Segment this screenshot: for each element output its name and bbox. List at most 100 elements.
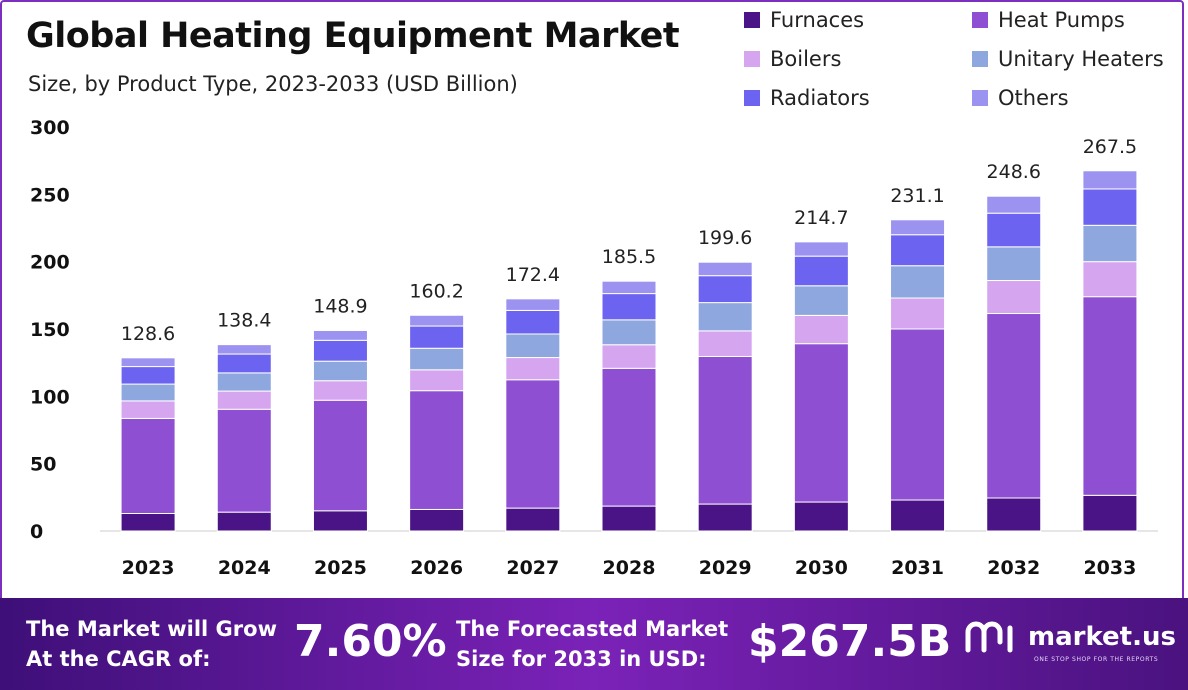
bar-total-label: 172.4 — [506, 264, 560, 286]
bar-segment-furnaces — [120, 512, 176, 532]
bar-segment-others — [986, 195, 1042, 214]
bar-total-label: 138.4 — [217, 310, 271, 332]
bar-segment-furnaces — [1082, 494, 1138, 532]
legend-label-others: Others — [998, 86, 1069, 110]
cagr-label-line2: At the CAGR of: — [26, 647, 211, 671]
bar-segment-others — [312, 329, 368, 341]
bar-segment-heat-pumps — [697, 355, 753, 505]
bar-segment-boilers — [216, 390, 272, 410]
bar-segment-heat-pumps — [890, 328, 946, 501]
market-us-logo: market.us — [964, 620, 1176, 654]
bar-segment-radiators — [216, 353, 272, 374]
chart-title: Global Heating Equipment Market — [26, 16, 680, 56]
forecast-value: $267.5B — [748, 616, 952, 667]
bar-segment-others — [697, 261, 753, 277]
bar-segment-others — [1082, 170, 1138, 190]
legend-swatch-others — [972, 90, 988, 106]
bar-total-label: 267.5 — [1083, 136, 1137, 158]
bar-segment-others — [409, 314, 465, 327]
bar-segment-radiators — [1082, 188, 1138, 226]
bar-segment-heat-pumps — [120, 417, 176, 514]
bar-segment-heat-pumps — [986, 313, 1042, 499]
legend-label-unitary-heaters: Unitary Heaters — [998, 47, 1164, 71]
bar-segment-unitary-heaters — [505, 333, 561, 359]
bar-segment-unitary-heaters — [697, 302, 753, 332]
legend-swatch-heat-pumps — [972, 12, 988, 28]
bar-segment-heat-pumps — [1082, 296, 1138, 496]
legend-label-furnaces: Furnaces — [770, 8, 865, 32]
bar-total-label: 185.5 — [602, 246, 656, 268]
bar-segment-boilers — [697, 330, 753, 357]
bar-segment-radiators — [409, 325, 465, 349]
legend-item-others: Others — [972, 86, 1069, 110]
x-tick-label: 2033 — [1083, 557, 1136, 579]
bar-segment-heat-pumps — [793, 343, 849, 503]
bar-segment-unitary-heaters — [120, 383, 176, 402]
y-tick-label: 150 — [30, 319, 70, 341]
bar-segment-unitary-heaters — [216, 372, 272, 392]
bar-segment-boilers — [793, 314, 849, 345]
x-tick-label: 2032 — [987, 557, 1040, 579]
bar-segment-furnaces — [409, 508, 465, 532]
y-tick-label: 100 — [30, 386, 70, 408]
bar-segment-heat-pumps — [505, 379, 561, 509]
bar-segment-radiators — [986, 212, 1042, 248]
bar-total-label: 214.7 — [794, 207, 848, 229]
legend-item-radiators: Radiators — [744, 86, 870, 110]
bar-segment-boilers — [1082, 261, 1138, 298]
legend-label-heat-pumps: Heat Pumps — [998, 8, 1125, 32]
bar-segment-heat-pumps — [601, 367, 657, 507]
bar-segment-radiators — [697, 275, 753, 304]
bar-segment-unitary-heaters — [409, 347, 465, 371]
bar-segment-others — [601, 280, 657, 295]
bar-segment-furnaces — [793, 501, 849, 532]
y-tick-label: 300 — [30, 117, 70, 139]
bar-segment-heat-pumps — [312, 399, 368, 512]
bar-segment-unitary-heaters — [601, 319, 657, 346]
bar-segment-radiators — [312, 339, 368, 362]
chart-subtitle: Size, by Product Type, 2023-2033 (USD Bi… — [28, 72, 518, 96]
bar-segment-unitary-heaters — [890, 265, 946, 299]
bar-total-label: 148.9 — [313, 295, 367, 317]
bar-segment-boilers — [986, 280, 1042, 315]
bar-total-label: 231.1 — [890, 185, 944, 207]
market-us-logo-tagline: ONE STOP SHOP FOR THE REPORTS — [1034, 656, 1159, 663]
legend-item-heat-pumps: Heat Pumps — [972, 8, 1125, 32]
y-tick-label: 50 — [30, 454, 56, 476]
legend-label-radiators: Radiators — [770, 86, 870, 110]
bar-segment-furnaces — [890, 499, 946, 532]
x-tick-label: 2026 — [410, 557, 463, 579]
bar-total-label: 128.6 — [121, 323, 175, 345]
bar-segment-boilers — [890, 297, 946, 330]
bar-segment-unitary-heaters — [312, 360, 368, 382]
bar-segment-unitary-heaters — [1082, 224, 1138, 263]
y-tick-label: 0 — [30, 521, 43, 543]
market-us-logo-icon — [965, 621, 1013, 653]
cagr-label-line1: The Market will Grow — [26, 617, 277, 641]
bar-segment-others — [890, 219, 946, 236]
cagr-label: The Market will Grow At the CAGR of: — [26, 614, 277, 674]
bar-total-label: 160.2 — [409, 280, 463, 302]
bar-segment-furnaces — [505, 507, 561, 532]
y-tick-label: 250 — [30, 184, 70, 206]
cagr-value: 7.60% — [294, 616, 447, 667]
forecast-label-line2: Size for 2033 in USD: — [456, 647, 707, 671]
bar-segment-unitary-heaters — [793, 285, 849, 316]
x-tick-label: 2025 — [314, 557, 367, 579]
x-tick-label: 2023 — [122, 557, 175, 579]
y-tick-label: 200 — [30, 252, 70, 274]
footer-banner: The Market will Grow At the CAGR of: 7.6… — [0, 598, 1188, 690]
bar-segment-boilers — [601, 344, 657, 369]
x-tick-label: 2029 — [699, 557, 752, 579]
bar-segment-radiators — [120, 366, 176, 385]
legend-item-furnaces: Furnaces — [744, 8, 864, 32]
x-tick-label: 2028 — [603, 557, 656, 579]
bar-segment-others — [216, 344, 272, 355]
bar-segment-boilers — [120, 400, 176, 419]
bar-segment-furnaces — [312, 510, 368, 532]
x-tick-label: 2030 — [795, 557, 848, 579]
bar-segment-boilers — [505, 357, 561, 381]
bar-segment-boilers — [312, 380, 368, 401]
x-tick-label: 2024 — [218, 557, 271, 579]
bar-segment-furnaces — [601, 505, 657, 532]
